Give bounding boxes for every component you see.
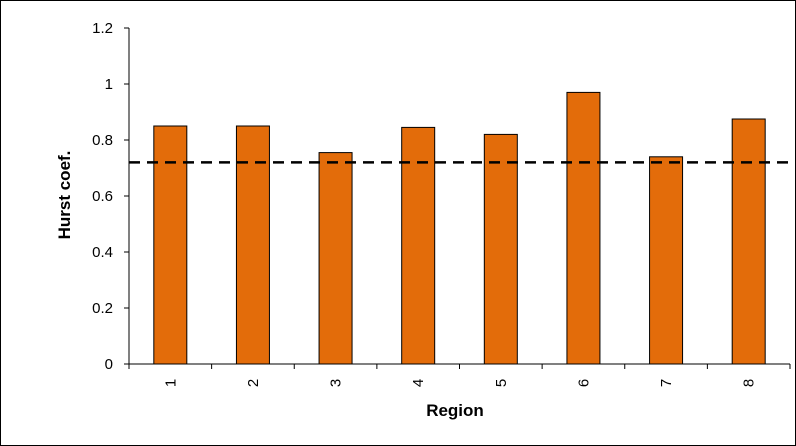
x-tick-label: 5	[493, 379, 510, 387]
y-tick-label: 0.4	[92, 244, 113, 261]
y-tick-label: 1	[105, 76, 113, 93]
y-tick-label: 1.2	[92, 20, 113, 37]
bar	[153, 125, 188, 365]
bars-group	[153, 91, 766, 365]
bar	[401, 126, 436, 365]
bar	[649, 156, 684, 365]
y-tick-label: 0.2	[92, 300, 113, 317]
y-tick-label: 0.6	[92, 188, 113, 205]
y-tick-label: 0	[105, 356, 113, 373]
x-tick-label: 4	[410, 379, 427, 387]
bar	[318, 152, 353, 365]
y-tick-label: 0.8	[92, 132, 113, 149]
bar	[566, 91, 601, 365]
bar	[483, 133, 518, 365]
y-axis-title: Hurst coef.	[55, 151, 74, 240]
x-tick-label: 6	[575, 379, 592, 387]
x-tick-label: 1	[162, 379, 179, 387]
x-axis-title: Region	[426, 401, 484, 420]
bar	[235, 125, 270, 365]
x-tick-label: 7	[658, 379, 675, 387]
x-tick-label: 3	[328, 379, 345, 387]
x-tick-label: 2	[245, 379, 262, 387]
bar	[731, 118, 766, 365]
y-axis: 0 0.2 0.4 0.6 0.8 1 1.2	[92, 20, 130, 373]
x-tick-label: 8	[741, 379, 758, 387]
x-axis: 1 2 3 4 5 6 7 8	[128, 363, 791, 387]
